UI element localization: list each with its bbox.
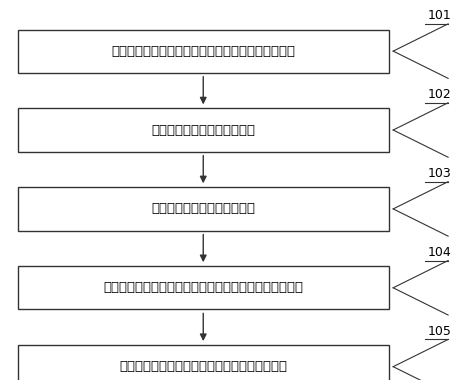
Text: 针对新分组的每组时序图读取时序分析所需要的设计数据: 针对新分组的每组时序图读取时序分析所需要的设计数据 — [103, 281, 303, 294]
Text: 将时序图拆分为多个时序子图: 将时序图拆分为多个时序子图 — [151, 124, 255, 137]
Text: 103: 103 — [427, 167, 451, 180]
Bar — [18, 345, 389, 384]
Bar — [18, 108, 389, 152]
Text: 105: 105 — [427, 324, 452, 338]
Text: 104: 104 — [427, 246, 451, 259]
Bar — [18, 30, 389, 73]
Text: 将电路所有的时序图重新分组: 将电路所有的时序图重新分组 — [151, 202, 255, 215]
Bar — [18, 187, 389, 230]
Text: 建立整个电路的时序图，并将电路的时序图进行分组: 建立整个电路的时序图，并将电路的时序图进行分组 — [111, 45, 295, 58]
Text: 针对新分组的每组时序图并行进行静态时序分析: 针对新分组的每组时序图并行进行静态时序分析 — [119, 360, 287, 373]
Text: 101: 101 — [427, 9, 451, 22]
Text: 102: 102 — [427, 88, 451, 101]
Bar — [18, 266, 389, 310]
